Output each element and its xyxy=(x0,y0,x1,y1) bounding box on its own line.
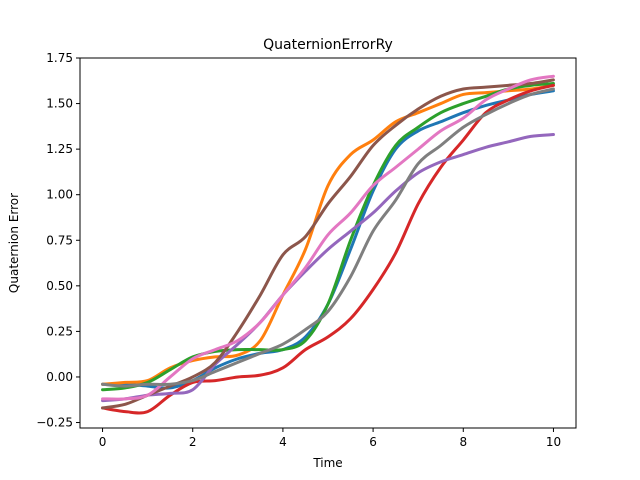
x-axis-label: Time xyxy=(312,456,342,470)
y-tick-label: 0.50 xyxy=(46,279,73,293)
x-tick-label: 0 xyxy=(99,435,107,449)
series-line-3 xyxy=(101,82,555,392)
y-tick-label: −0.25 xyxy=(36,416,73,430)
series-layer xyxy=(101,74,555,415)
y-axis: −0.25 0.00 0.25 0.50 0.75 1.00 1.25 1.50 1.75 xyxy=(36,51,80,430)
y-tick-label: 1.50 xyxy=(46,97,73,111)
x-tick-label: 4 xyxy=(279,435,287,449)
plot-area xyxy=(80,58,576,428)
plot-frame xyxy=(79,57,577,429)
series-line-5 xyxy=(101,133,555,403)
y-tick-label: 1.25 xyxy=(46,142,73,156)
x-tick-label: 6 xyxy=(369,435,377,449)
y-tick-label: 1.75 xyxy=(46,51,73,65)
y-tick-label: 0.25 xyxy=(46,324,73,338)
x-tick-label: 8 xyxy=(459,435,467,449)
x-tick-label: 10 xyxy=(546,435,561,449)
series-line-8 xyxy=(101,87,555,388)
y-tick-label: 0.75 xyxy=(46,233,73,247)
series-line-7 xyxy=(101,74,555,401)
x-tick-label: 2 xyxy=(189,435,197,449)
y-tick-label: 0.00 xyxy=(46,370,73,384)
y-tick-label: 1.00 xyxy=(46,188,73,202)
x-axis: 0 2 4 6 8 10 xyxy=(99,428,561,449)
y-axis-label: Quaternion Error xyxy=(7,193,21,293)
chart-title: QuaternionErrorRy xyxy=(263,37,393,53)
